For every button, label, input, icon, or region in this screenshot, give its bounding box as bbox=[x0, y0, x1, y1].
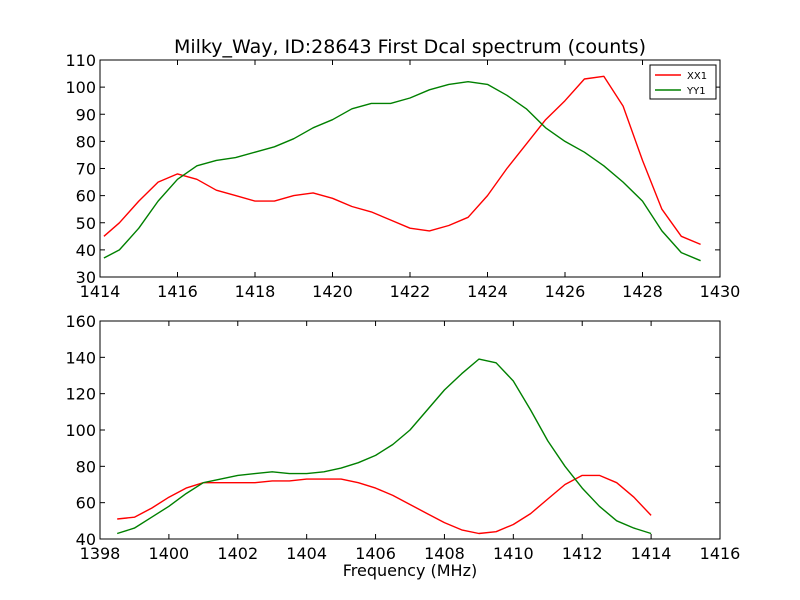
legend-label: YY1 bbox=[686, 86, 706, 97]
series-line-xx1 bbox=[103, 75, 701, 246]
x-tick-label: 1408 bbox=[424, 544, 465, 563]
series-line-xx1 bbox=[117, 474, 652, 535]
x-tick-label: 1416 bbox=[157, 282, 198, 301]
y-tick-label: 40 bbox=[76, 530, 96, 549]
top-plot: 1414 1416 1418 1420 1422 1424 1426 1428 1430 30 40… bbox=[65, 51, 740, 301]
y-tick-label: 60 bbox=[76, 187, 96, 206]
x-tick-label: 1404 bbox=[286, 544, 327, 563]
x-axis-label: Frequency (MHz) bbox=[343, 561, 477, 580]
x-tick-label: 1422 bbox=[390, 282, 431, 301]
series-line-yy1 bbox=[116, 358, 652, 535]
y-tick-label: 100 bbox=[65, 78, 96, 97]
x-tick-label: 1414 bbox=[80, 282, 121, 301]
x-tick-label: 1414 bbox=[631, 544, 672, 563]
y-tick-label: 160 bbox=[65, 312, 96, 331]
x-tick-label: 1402 bbox=[217, 544, 258, 563]
x-tick-label: 1410 bbox=[493, 544, 534, 563]
x-tick-label: 1428 bbox=[622, 282, 663, 301]
y-tick-label: 30 bbox=[76, 268, 96, 287]
x-tick-label: 1430 bbox=[700, 282, 741, 301]
y-tick-label: 50 bbox=[76, 214, 96, 233]
x-tick-label: 1420 bbox=[312, 282, 353, 301]
x-tick-label: 1426 bbox=[545, 282, 586, 301]
y-tick-label: 140 bbox=[65, 348, 96, 367]
bottom-plot: 1398 1400 1402 1404 1406 1408 1410 1412 1414 1416… bbox=[65, 312, 740, 563]
x-tick-label: 1412 bbox=[562, 544, 603, 563]
y-tick-label: 100 bbox=[65, 421, 96, 440]
x-tick-label: 1418 bbox=[235, 282, 276, 301]
y-tick-label: 80 bbox=[76, 457, 96, 476]
y-tick-label: 80 bbox=[76, 132, 96, 151]
series-line-yy1 bbox=[103, 80, 701, 262]
y-tick-label: 70 bbox=[76, 160, 96, 179]
x-tick-label: 1400 bbox=[149, 544, 190, 563]
y-tick-label: 40 bbox=[76, 241, 96, 260]
legend-label: XX1 bbox=[687, 71, 707, 82]
chart-title: Milky_Way, ID:28643 First Dcal spectrum … bbox=[174, 36, 646, 58]
x-tick-label: 1424 bbox=[467, 282, 508, 301]
x-tick-label: 1416 bbox=[700, 544, 741, 563]
legend-box bbox=[649, 64, 717, 100]
y-tick-label: 120 bbox=[65, 385, 96, 404]
y-tick-label: 60 bbox=[76, 494, 96, 513]
x-tick-label: 1398 bbox=[80, 544, 121, 563]
y-tick-label: 110 bbox=[65, 51, 96, 70]
y-tick-label: 90 bbox=[76, 105, 96, 124]
x-tick-label: 1406 bbox=[355, 544, 396, 563]
